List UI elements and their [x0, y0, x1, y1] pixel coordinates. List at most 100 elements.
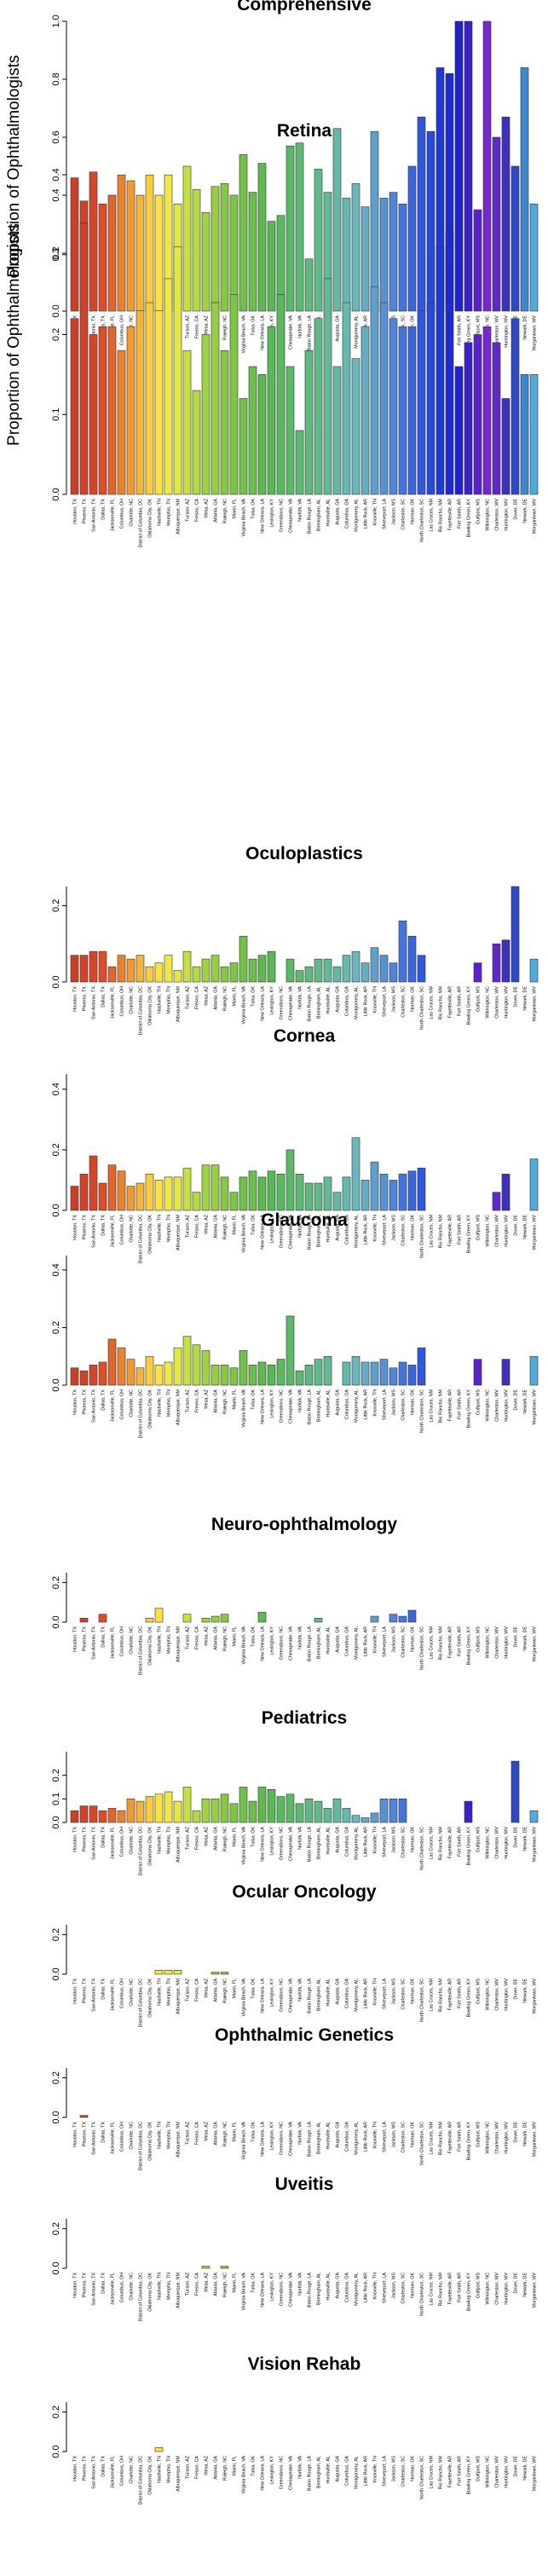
x-tick-label: Shreveport, LA — [383, 1626, 388, 1657]
x-tick-label: Little Rock, AR — [364, 2273, 369, 2302]
x-tick-label: Columbus, OH — [120, 1215, 125, 1245]
y-tick-label: 0.4 — [51, 188, 61, 201]
x-tick-label: Raleigh, NC — [223, 1827, 228, 1851]
x-tick-label: Lexington, KY — [270, 2456, 275, 2485]
x-tick-label: Phoenix, TX — [83, 1215, 88, 1240]
y-tick-label: 0.4 — [51, 1263, 61, 1276]
x-tick-label: Birmingham, AL — [317, 1215, 322, 1247]
bar — [239, 935, 248, 983]
x-tick-label: Chesapeake, VA — [289, 2122, 294, 2156]
y-tick-label: 0.0 — [51, 1378, 61, 1391]
bar — [154, 1970, 164, 1975]
x-tick-label: Phoenix, TX — [83, 2122, 88, 2147]
x-tick-label: Lexington, KY — [270, 2273, 275, 2302]
x-tick-label: Houston, TX — [73, 1626, 78, 1652]
x-tick-label: San Antonio, TX — [92, 1215, 97, 1248]
x-tick-label: Columbus, OH — [120, 2122, 125, 2151]
bar — [389, 1614, 398, 1623]
bar — [501, 939, 511, 983]
x-tick-label: Huntsville, AL — [326, 986, 332, 1014]
bar — [314, 318, 323, 495]
x-tick-label: Houston, TX — [73, 1827, 78, 1852]
x-tick-label: Tulsa, OK — [251, 1626, 257, 1647]
bar — [257, 955, 267, 983]
bar — [379, 955, 389, 983]
bar — [332, 1192, 342, 1211]
x-tick-label: Houston, TX — [73, 2122, 78, 2147]
bar — [323, 1176, 332, 1211]
bar — [173, 1800, 182, 1823]
x-tick-label: Miami, FL — [233, 986, 238, 1007]
x-tick-label: Newark, DE — [523, 2122, 528, 2146]
x-tick-label: Oklahoma City, OK — [148, 1827, 153, 1866]
chart-title: Neuro-ophthalmology — [211, 1515, 397, 1534]
x-tick-label: Nashville, TN — [158, 1827, 163, 1854]
x-tick-label: Oklahoma City, OK — [148, 499, 153, 538]
x-tick-label: Charleston, SC — [401, 1827, 407, 1858]
x-tick-label: Bowling Green, KY — [467, 1626, 472, 1666]
x-tick-label: Knoxville, TN — [373, 499, 378, 526]
x-tick-label: Huntsville, AL — [326, 2122, 332, 2150]
bar — [107, 966, 117, 983]
bar — [257, 1176, 267, 1211]
bar — [295, 430, 304, 495]
x-tick-label: Tulsa, OK — [251, 2456, 257, 2476]
x-tick-label: Dallas, TX — [101, 1978, 107, 2000]
x-tick-label: Norfolk, VA — [298, 1389, 303, 1412]
x-tick-label: Charleston, WV — [495, 2273, 500, 2305]
x-tick-label: Jacksonville, FL — [111, 1215, 116, 1247]
bar — [314, 958, 323, 983]
x-tick-label: San Antonio, TX — [92, 986, 97, 1019]
x-tick-label: Las Cruces, NM — [430, 1978, 435, 2012]
x-tick-label: Newark, DE — [523, 315, 528, 340]
x-tick-label: Lexington, KY — [270, 1978, 275, 2007]
x-tick-label: Phoenix, TX — [83, 2456, 88, 2481]
bar — [426, 302, 436, 495]
x-tick-label: Greensboro, NC — [280, 1827, 285, 1860]
x-tick-label: Charleston, SC — [401, 2122, 407, 2153]
bar — [79, 1174, 89, 1211]
bar — [389, 1799, 398, 1823]
x-tick-label: San Antonio, TX — [92, 1978, 97, 2012]
x-tick-label: Las Cruces, NM — [430, 2122, 435, 2155]
x-tick-label: Norman, OK — [411, 1215, 416, 1240]
x-tick-label: Memphis, TN — [167, 1215, 172, 1242]
x-tick-label: Little Rock, AR — [364, 1978, 369, 2008]
bar — [417, 955, 426, 983]
x-tick-label: Jackson, MS — [392, 1389, 397, 1416]
x-tick-label: Gulfport, MS — [476, 1626, 482, 1653]
x-tick-label: Montgomery, AL — [355, 1626, 360, 1660]
bar — [351, 1815, 361, 1823]
x-tick-label: Augusta, GA — [336, 1626, 341, 1653]
bar — [154, 1180, 164, 1211]
x-tick-label: Raleigh, NC — [223, 2456, 228, 2481]
x-tick-label: Huntsville, AL — [326, 499, 332, 527]
x-tick-label: Charleston, WV — [495, 1389, 500, 1422]
x-tick-label: Jackson, MS — [392, 2122, 397, 2148]
bar — [182, 1787, 192, 1823]
x-tick-label: Nashville, TN — [158, 2273, 163, 2300]
bar — [286, 1149, 295, 1211]
x-tick-label: Bowling Green, KY — [467, 986, 472, 1025]
x-tick-label: Jackson, MS — [392, 499, 397, 525]
x-tick-label: Charlotte, NC — [130, 499, 135, 527]
bar — [182, 1614, 192, 1623]
y-tick-label: 0.3 — [51, 248, 61, 261]
x-tick-label: Chesapeake, VA — [289, 2456, 294, 2490]
x-tick-label: Norman, OK — [411, 2122, 416, 2147]
x-tick-label: Tulsa, OK — [251, 986, 257, 1007]
bar — [464, 20, 473, 312]
x-tick-label: North Charleston, SC — [420, 1978, 425, 2022]
x-tick-label: Huntington, WV — [505, 986, 510, 1019]
x-tick-label: Wilmington, NC — [486, 2273, 491, 2305]
x-tick-label: Jackson, MS — [392, 986, 397, 1013]
bar — [445, 230, 454, 495]
x-tick-label: Fort Smith, AR — [458, 1827, 463, 1857]
bar — [98, 1614, 107, 1623]
x-tick-label: Columbus, GA — [345, 499, 350, 528]
bar — [220, 183, 229, 312]
x-tick-label: Virginia Beach, VA — [242, 1389, 247, 1428]
bar — [257, 1787, 267, 1823]
bar — [107, 1338, 117, 1386]
